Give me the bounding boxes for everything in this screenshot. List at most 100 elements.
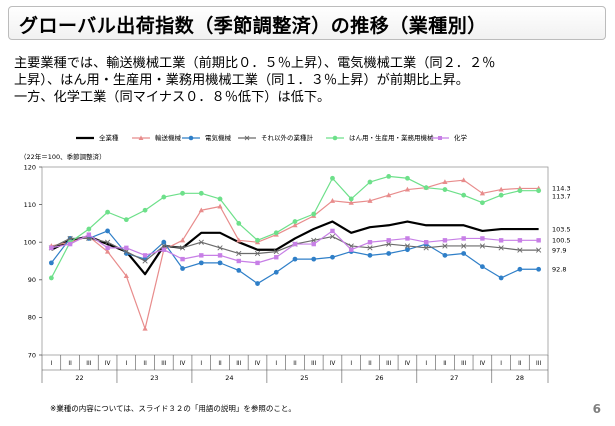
data-point xyxy=(461,192,467,198)
x-tick-label: III xyxy=(236,361,241,367)
data-point xyxy=(536,238,541,243)
data-point xyxy=(498,245,504,251)
year-label: 23 xyxy=(150,374,158,382)
data-point xyxy=(423,245,429,251)
page-title: グローバル出荷指数（季節調整済）の推移（業種別） xyxy=(19,15,487,37)
data-point xyxy=(86,235,92,242)
data-point xyxy=(330,228,335,234)
legend-label: それ以外の業種計 xyxy=(261,134,313,142)
x-tick-label: II xyxy=(518,361,522,367)
data-point xyxy=(161,243,167,249)
legend-label: 全業種 xyxy=(99,134,119,142)
data-point xyxy=(179,237,186,243)
data-point xyxy=(330,175,335,181)
data-point xyxy=(461,236,466,241)
x-tick-label: III xyxy=(161,361,166,367)
data-point xyxy=(405,236,410,241)
data-point xyxy=(367,240,373,245)
end-value-label: 113.7 xyxy=(552,193,571,201)
legend-swatch xyxy=(76,136,94,140)
x-tick-label: II xyxy=(368,361,372,367)
summary-line: 主要業種では、輸送機械工業（前期比０．５％上昇）、電気機械工業（同２．２％ xyxy=(14,56,496,71)
data-point xyxy=(517,188,523,194)
data-point xyxy=(104,239,111,245)
data-point xyxy=(367,252,373,258)
data-point xyxy=(86,226,92,232)
legend-swatch xyxy=(326,135,344,141)
data-point xyxy=(330,254,335,260)
x-tick-label: I xyxy=(51,361,53,367)
data-point xyxy=(49,245,54,251)
unit-note: （22年＝100、季節調整済） xyxy=(20,153,106,161)
y-tick-label: 110 xyxy=(24,201,36,209)
data-point xyxy=(254,250,261,257)
data-point xyxy=(536,188,542,194)
data-point xyxy=(517,238,523,243)
data-point xyxy=(255,281,260,286)
end-value-label: 92.8 xyxy=(552,266,566,274)
data-point xyxy=(311,241,316,247)
data-point xyxy=(536,266,542,272)
legend-label: はん用・生産用・業務用機械 xyxy=(349,134,434,142)
data-point xyxy=(461,251,467,256)
data-point xyxy=(123,217,129,223)
x-tick-label: III xyxy=(86,361,91,367)
data-point xyxy=(311,237,317,243)
data-point xyxy=(199,253,204,258)
data-point xyxy=(217,203,223,209)
data-point xyxy=(105,245,110,251)
data-point xyxy=(311,211,317,217)
data-point xyxy=(479,243,486,249)
end-value-label: 114.3 xyxy=(552,185,571,193)
x-tick-label: IV xyxy=(180,361,186,367)
data-point xyxy=(48,260,54,266)
data-point xyxy=(105,228,110,234)
x-tick-label: IV xyxy=(330,361,336,367)
data-point xyxy=(442,252,448,258)
data-point xyxy=(498,192,504,198)
legend-swatch xyxy=(182,135,200,141)
data-point xyxy=(423,240,429,245)
data-point xyxy=(292,256,298,262)
data-point xyxy=(329,233,336,240)
summary-line: 一方、化学工業（同マイナス０．８％低下）は低下。 xyxy=(14,90,331,105)
data-point xyxy=(367,245,373,251)
x-tick-label: I xyxy=(500,361,502,367)
x-tick-label: IV xyxy=(105,361,111,367)
data-point xyxy=(442,243,448,249)
x-tick-label: II xyxy=(293,361,297,367)
legend-label: 化学 xyxy=(454,134,467,142)
x-tick-label: II xyxy=(68,361,72,367)
data-point xyxy=(405,175,410,181)
year-label: 27 xyxy=(450,374,458,382)
data-point xyxy=(273,230,279,236)
data-point xyxy=(386,192,392,198)
summary-line: 上昇）、はん用・生産用・業務用機械工業（同１．３％上昇）が前期比上昇。 xyxy=(14,73,469,88)
data-point xyxy=(180,190,185,196)
year-label: 22 xyxy=(75,374,83,382)
y-tick-label: 120 xyxy=(24,163,36,171)
data-point xyxy=(123,273,129,279)
data-point xyxy=(142,207,148,213)
data-point xyxy=(461,243,467,249)
data-point xyxy=(67,241,73,247)
data-point xyxy=(142,253,148,258)
x-tick-label: I xyxy=(275,361,277,367)
x-tick-label: III xyxy=(461,361,466,367)
data-point xyxy=(48,275,54,281)
data-point xyxy=(273,248,279,255)
data-point xyxy=(142,258,148,264)
data-point xyxy=(198,207,204,213)
data-point xyxy=(517,266,523,272)
year-label: 25 xyxy=(300,374,308,382)
data-point xyxy=(198,190,204,196)
x-tick-label: II xyxy=(218,361,222,367)
data-point xyxy=(348,196,354,202)
data-point xyxy=(124,245,129,251)
data-point xyxy=(217,253,223,258)
year-label: 26 xyxy=(375,374,383,382)
footnote: ※業種の内容については、スライド３２の「用語の説明」を参照のこと。 xyxy=(50,404,296,413)
data-point xyxy=(442,179,448,185)
data-point xyxy=(498,275,504,281)
